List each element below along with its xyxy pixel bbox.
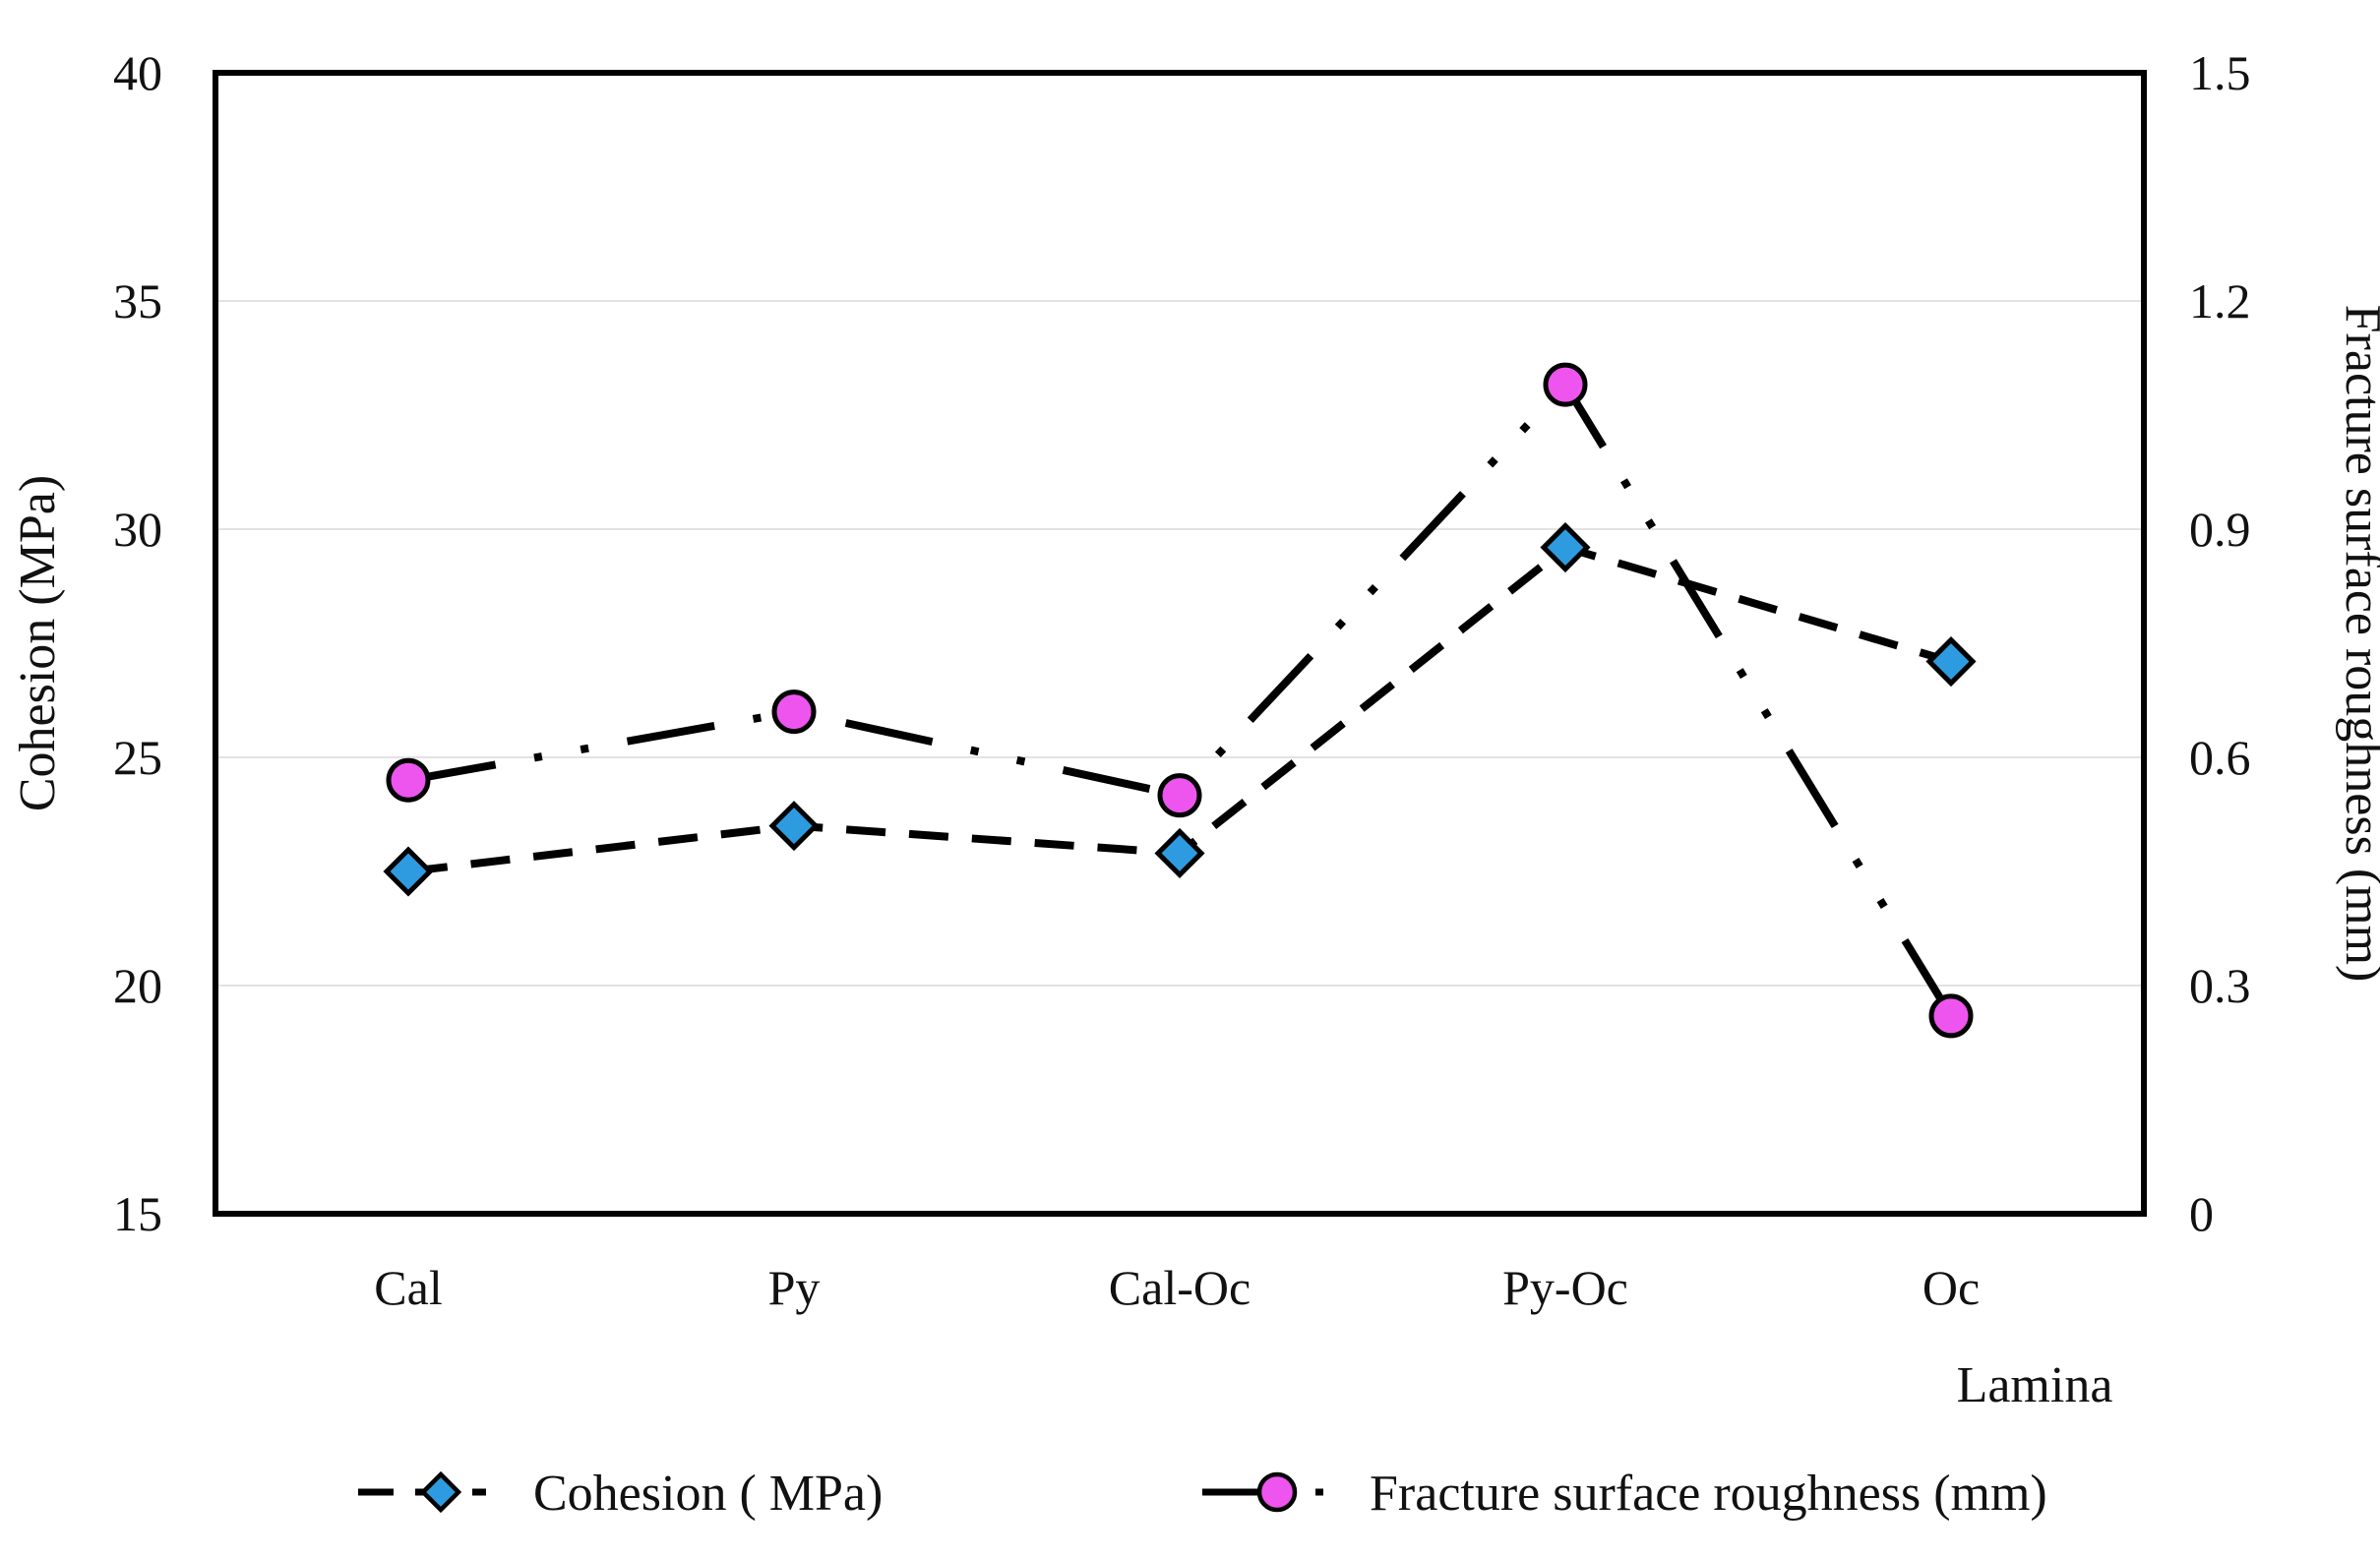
axis-layer: 15 20 25 30 35 40 0 0.3 0.6 0.9 1.2 1.5 Cal Py Cal-Oc P… bbox=[113, 45, 2251, 1315]
legend-item-roughness: Fracture surface roughness (mm) bbox=[1202, 1466, 2047, 1522]
y2-tick-label: 0.3 bbox=[2189, 958, 2251, 1013]
legend: Cohesion ( MPa) Fracture surface roughne… bbox=[358, 1466, 2047, 1522]
x-tick-label: Cal bbox=[374, 1260, 442, 1315]
legend-label-roughness: Fracture surface roughness (mm) bbox=[1370, 1466, 2047, 1522]
x-tick-label: Py bbox=[768, 1260, 821, 1315]
cohesion-point bbox=[768, 801, 820, 852]
roughness-point bbox=[1928, 993, 1974, 1039]
cohesion-point bbox=[1540, 522, 1591, 573]
x-tick-label: Py-Oc bbox=[1502, 1260, 1628, 1315]
cohesion-point bbox=[383, 846, 434, 897]
y-tick-label: 25 bbox=[113, 730, 162, 785]
y2-axis-title: Fracture surface roughness (mm) bbox=[2335, 305, 2380, 983]
y2-tick-label: 0 bbox=[2189, 1186, 2214, 1241]
y-tick-label: 40 bbox=[113, 45, 162, 100]
y-tick-label: 15 bbox=[113, 1186, 162, 1241]
roughness-point bbox=[771, 689, 817, 735]
series-line-cohesion bbox=[407, 543, 1953, 875]
y-tick-label: 35 bbox=[113, 273, 162, 329]
y2-tick-label: 0.9 bbox=[2189, 502, 2251, 557]
y2-tick-label: 1.2 bbox=[2189, 273, 2251, 329]
x-tick-label: Cal-Oc bbox=[1109, 1260, 1251, 1315]
roughness-point bbox=[1157, 773, 1202, 818]
y2-tick-label: 1.5 bbox=[2189, 45, 2251, 100]
roughness-point bbox=[386, 757, 431, 803]
x-tick-label: Oc bbox=[1922, 1260, 1980, 1315]
legend-marker-cohesion bbox=[419, 1470, 462, 1514]
legend-marker-roughness bbox=[1256, 1471, 1298, 1513]
y-axis-title: Cohesion (MPa) bbox=[10, 475, 66, 811]
gridlines bbox=[215, 300, 2144, 987]
series-layer bbox=[383, 362, 1977, 1039]
legend-item-cohesion: Cohesion ( MPa) bbox=[358, 1466, 883, 1522]
series-line-roughness bbox=[407, 378, 1955, 1019]
roughness-point bbox=[1543, 362, 1588, 407]
legend-label-cohesion: Cohesion ( MPa) bbox=[533, 1466, 883, 1522]
x-axis-title: Lamina bbox=[1957, 1357, 2113, 1413]
cohesion-point bbox=[1154, 827, 1205, 878]
y-tick-label: 30 bbox=[113, 502, 162, 557]
cohesion-point bbox=[1925, 636, 1977, 688]
y-tick-label: 20 bbox=[113, 958, 162, 1013]
plot-frame bbox=[213, 70, 2147, 1217]
y2-tick-label: 0.6 bbox=[2189, 730, 2251, 785]
